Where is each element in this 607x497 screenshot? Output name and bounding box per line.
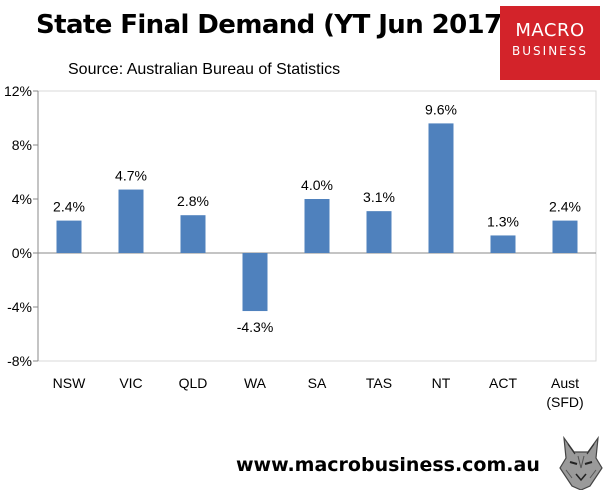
bar xyxy=(552,220,578,253)
data-label: 3.1% xyxy=(363,189,395,205)
data-label: 4.0% xyxy=(301,177,333,193)
logo-line-2: BUSINESS xyxy=(512,44,588,58)
x-tick-label: TAS xyxy=(366,375,392,391)
bar xyxy=(490,235,516,253)
source-note: Source: Australian Bureau of Statistics xyxy=(68,61,341,78)
bar xyxy=(242,253,268,312)
data-label: 4.7% xyxy=(115,168,147,184)
y-tick-label: 12% xyxy=(4,83,32,99)
data-label: -4.3% xyxy=(237,319,274,335)
bar xyxy=(56,220,82,253)
x-tick-label: NT xyxy=(432,375,451,391)
bar xyxy=(180,215,206,253)
data-label: 2.8% xyxy=(177,193,209,209)
wolf-icon xyxy=(558,434,604,490)
macrobusiness-logo: MACRO BUSINESS xyxy=(500,6,600,80)
data-label: 2.4% xyxy=(53,199,85,215)
bar xyxy=(366,211,392,253)
bar xyxy=(304,199,330,253)
x-tick-label: QLD xyxy=(179,375,208,391)
data-label: 2.4% xyxy=(549,199,581,215)
data-label: 1.3% xyxy=(487,213,519,229)
y-tick-label: 0% xyxy=(12,245,32,261)
y-tick-label: 8% xyxy=(12,137,32,153)
logo-line-1: MACRO xyxy=(515,20,585,41)
y-tick-label: 4% xyxy=(12,191,32,207)
chart-title: State Final Demand (YT Jun 2017) xyxy=(36,10,513,40)
x-tick-label: NSW xyxy=(53,375,86,391)
x-tick-label: ACT xyxy=(489,375,517,391)
bar xyxy=(118,189,144,253)
x-tick-label: SA xyxy=(308,375,327,391)
bar-chart: -8% -4% 0% 4% 8% 12% 2.4% NSW 4.7% VIC 2.8% QLD -4.3… xyxy=(4,83,597,410)
data-label: 9.6% xyxy=(425,101,457,117)
x-tick-label: VIC xyxy=(119,375,142,391)
x-tick-label: WA xyxy=(244,375,267,391)
y-tick-label: -8% xyxy=(7,353,32,369)
y-tick-label: -4% xyxy=(7,299,32,315)
x-tick-label: Aust (SFD) xyxy=(546,375,583,410)
website-url: www.macrobusiness.com.au xyxy=(236,454,540,476)
bar xyxy=(428,123,454,254)
